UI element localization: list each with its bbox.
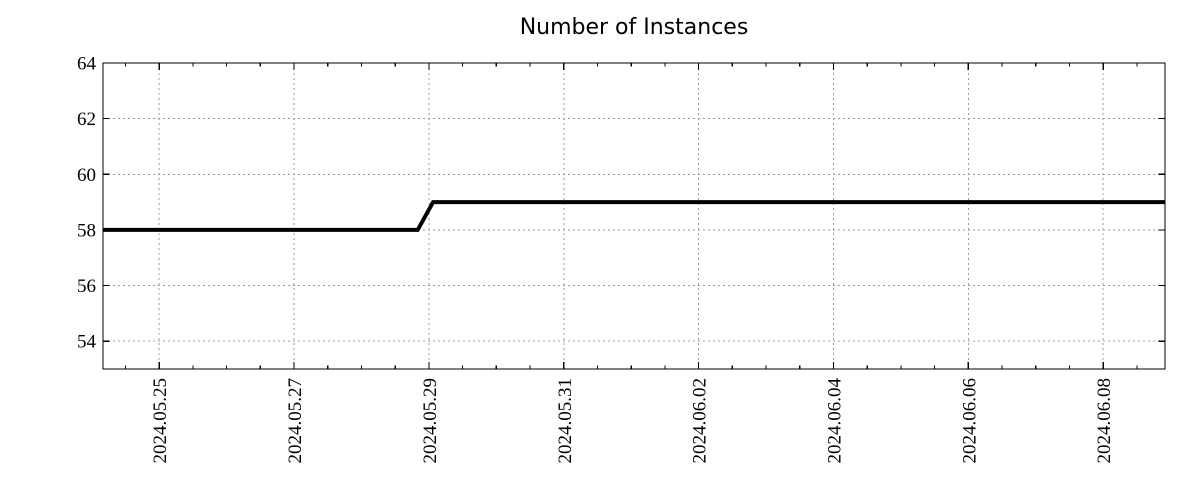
chart-title: Number of Instances xyxy=(519,15,749,40)
x-tick-label: 2024.06.04 xyxy=(824,378,845,464)
x-tick-label: 2024.06.06 xyxy=(959,378,980,464)
x-tick-label: 2024.06.02 xyxy=(690,378,711,464)
data-line xyxy=(103,200,1165,232)
y-tick-label: 64 xyxy=(77,54,97,75)
x-tick-label: 2024.05.25 xyxy=(150,378,171,464)
y-tick-label: 54 xyxy=(77,332,97,353)
y-tick-label: 58 xyxy=(77,220,96,241)
x-tick-label: 2024.05.27 xyxy=(285,378,306,464)
plot-border xyxy=(102,62,1166,370)
x-tick-label: 2024.06.08 xyxy=(1094,378,1115,464)
y-tick-label: 56 xyxy=(77,276,96,297)
y-tick-label: 62 xyxy=(77,109,96,130)
y-tick-label: 60 xyxy=(77,165,96,186)
x-tick-label: 2024.05.29 xyxy=(420,378,441,464)
x-tick-label: 2024.05.31 xyxy=(555,378,576,464)
